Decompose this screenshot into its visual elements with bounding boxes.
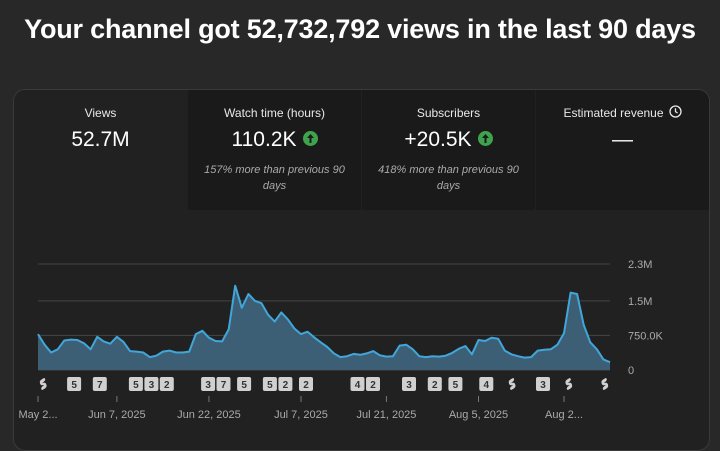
marker-box: [536, 377, 550, 391]
clock-icon: [668, 105, 682, 121]
views-line: [37, 284, 611, 364]
stat-value-wrap: +20.5K: [362, 128, 535, 152]
analytics-card: Views 52.7M Watch time (hours) 110.2K 15…: [13, 89, 710, 451]
marker-box: [237, 377, 252, 391]
stat-watch-time[interactable]: Watch time (hours) 110.2K 157% more than…: [188, 90, 361, 210]
stat-comparison-note: 418% more than previous 90 days: [378, 164, 519, 192]
stat-subscribers[interactable]: Subscribers +20.5K 418% more than previo…: [362, 90, 535, 210]
marker-count: 5: [71, 380, 77, 391]
video-marker[interactable]: 2: [366, 377, 380, 391]
video-marker[interactable]: 4: [479, 377, 494, 391]
video-marker[interactable]: 4: [350, 377, 365, 391]
x-tick-label: Jul 21, 2025: [356, 409, 416, 421]
stat-value-wrap: 110.2K: [188, 128, 361, 152]
y-tick-label: 2.3M: [628, 259, 652, 271]
y-tick-label: 0: [628, 365, 634, 377]
marker-count: 5: [453, 380, 459, 391]
shorts-marker[interactable]: [601, 378, 609, 390]
x-tick-label: Jun 7, 2025: [88, 409, 146, 421]
stat-views[interactable]: Views 52.7M: [14, 90, 187, 210]
video-marker[interactable]: 5: [262, 377, 277, 391]
x-tick-label: Jul 7, 2025: [274, 409, 328, 421]
marker-count: 5: [241, 380, 247, 391]
stat-label: Subscribers: [416, 106, 481, 120]
x-tick-label: Aug 2...: [545, 409, 583, 421]
shorts-icon: [601, 378, 609, 390]
stat-value: 52.7M: [71, 128, 130, 151]
shorts-icon: [565, 378, 573, 390]
marker-count: 2: [283, 380, 289, 391]
video-marker[interactable]: 5: [67, 377, 82, 391]
shorts-icon: [508, 378, 516, 390]
marker-box: [350, 377, 365, 391]
video-marker[interactable]: 5: [237, 377, 252, 391]
marker-count: 2: [432, 380, 438, 391]
marker-box: [262, 377, 277, 391]
video-marker[interactable]: 2: [159, 377, 174, 391]
marker-box: [201, 377, 216, 391]
stat-label: Estimated revenue: [563, 106, 664, 121]
stat-value: 110.2K: [231, 128, 297, 151]
stat-label: Watch time (hours): [224, 106, 325, 120]
x-tick-label: May 2...: [18, 409, 57, 421]
marker-box: [67, 377, 82, 391]
video-marker[interactable]: 5: [128, 377, 143, 391]
video-marker[interactable]: 3: [402, 377, 416, 391]
marker-box: [366, 377, 380, 391]
marker-count: 3: [540, 380, 546, 391]
shorts-marker[interactable]: [565, 378, 573, 390]
stats-row: Views 52.7M Watch time (hours) 110.2K 15…: [14, 90, 709, 210]
marker-count: 4: [484, 380, 490, 391]
video-marker[interactable]: 3: [201, 377, 216, 391]
arrow-up-icon: [477, 130, 493, 146]
marker-box: [159, 377, 174, 391]
marker-box: [479, 377, 494, 391]
stat-value: —: [612, 128, 633, 151]
marker-box: [128, 377, 143, 391]
stat-estimated-revenue[interactable]: Estimated revenue —: [536, 90, 709, 210]
marker-count: 7: [97, 380, 103, 391]
shorts-marker[interactable]: [508, 378, 516, 390]
shorts-icon: [39, 378, 47, 390]
marker-count: 2: [164, 380, 170, 391]
shorts-marker[interactable]: [39, 378, 47, 390]
video-marker[interactable]: 2: [299, 377, 313, 391]
marker-box: [216, 377, 231, 391]
video-marker[interactable]: 7: [216, 377, 231, 391]
video-marker[interactable]: 7: [92, 377, 107, 391]
marker-box: [144, 377, 159, 391]
marker-box: [92, 377, 107, 391]
marker-box: [427, 377, 442, 391]
marker-count: 3: [406, 380, 412, 391]
marker-box: [299, 377, 313, 391]
y-tick-label: 750.0K: [628, 330, 664, 342]
marker-count: 5: [267, 380, 273, 391]
marker-count: 3: [149, 380, 155, 391]
page-headline: Your channel got 52,732,792 views in the…: [24, 14, 696, 44]
y-tick-label: 1.5M: [628, 296, 652, 308]
stat-comparison-note: 157% more than previous 90 days: [204, 164, 345, 192]
x-tick-label: Aug 5, 2025: [449, 409, 508, 421]
marker-count: 7: [221, 380, 227, 391]
arrow-up-icon: [302, 130, 318, 146]
video-marker[interactable]: 2: [427, 377, 442, 391]
x-tick-label: Jun 22, 2025: [177, 409, 241, 421]
marker-box: [448, 377, 463, 391]
stat-value: +20.5K: [404, 128, 472, 151]
marker-count: 2: [370, 380, 376, 391]
video-marker[interactable]: 3: [144, 377, 159, 391]
marker-count: 4: [355, 380, 361, 391]
marker-count: 2: [303, 380, 309, 391]
marker-count: 3: [205, 380, 211, 391]
marker-box: [402, 377, 416, 391]
stat-label: Views: [84, 106, 117, 120]
video-marker[interactable]: 5: [448, 377, 463, 391]
video-marker[interactable]: 3: [536, 377, 550, 391]
marker-box: [278, 377, 293, 391]
stat-label-wrap: Estimated revenue: [536, 105, 709, 122]
video-marker[interactable]: 2: [278, 377, 293, 391]
marker-count: 5: [133, 380, 139, 391]
